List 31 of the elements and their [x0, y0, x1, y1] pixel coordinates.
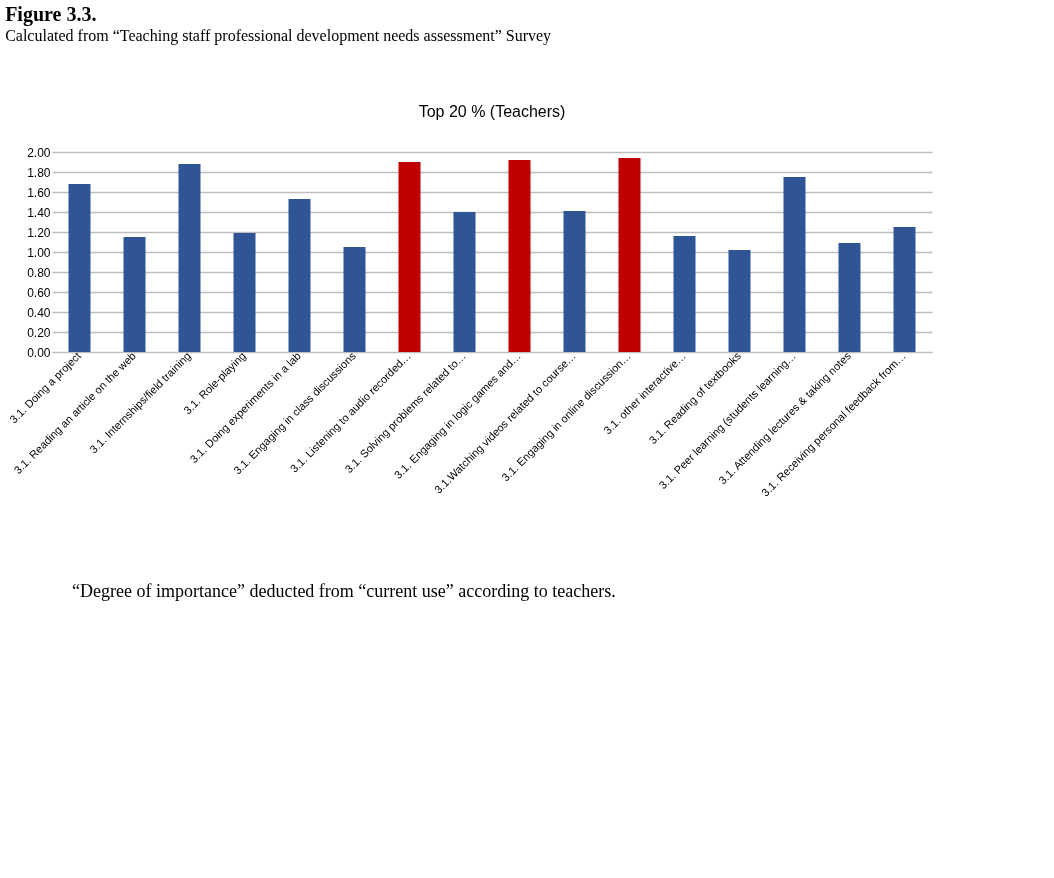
y-tick-label: 0.60 [27, 285, 51, 300]
text: “Degree of importance” deducted from “current use” according to teachers. [72, 581, 616, 601]
bar [343, 247, 366, 352]
y-tick-label: 1.20 [27, 225, 51, 240]
bar [453, 212, 476, 352]
bar [178, 164, 201, 352]
chart-title: Figure 3.3. [5, 3, 97, 26]
bar [618, 158, 641, 352]
y-tick-label: 0.40 [27, 305, 51, 320]
y-tick-label: 0.80 [27, 265, 51, 280]
bar [398, 162, 421, 352]
bar [288, 199, 311, 352]
bar [728, 250, 751, 352]
bar [563, 211, 586, 352]
bar [783, 177, 806, 352]
bar [68, 184, 91, 352]
y-tick-label: 0.00 [27, 345, 51, 360]
y-tick-label: 2.00 [27, 145, 51, 160]
y-tick-label: 1.40 [27, 205, 51, 220]
text: Top 20 % (Teachers) [418, 103, 566, 120]
bar [233, 233, 256, 352]
y-tick-label: 1.80 [27, 165, 51, 180]
y-tick-label: 1.60 [27, 185, 51, 200]
bar [508, 160, 531, 352]
bar [838, 243, 861, 352]
bar [123, 237, 146, 352]
chart-subtitle: Calculated from “Teaching staff professional development needs assessment” Survey [5, 27, 552, 45]
y-tick-label: 1.00 [27, 245, 51, 260]
bar [893, 227, 916, 352]
bar [673, 236, 696, 352]
y-tick-label: 0.20 [27, 325, 51, 340]
